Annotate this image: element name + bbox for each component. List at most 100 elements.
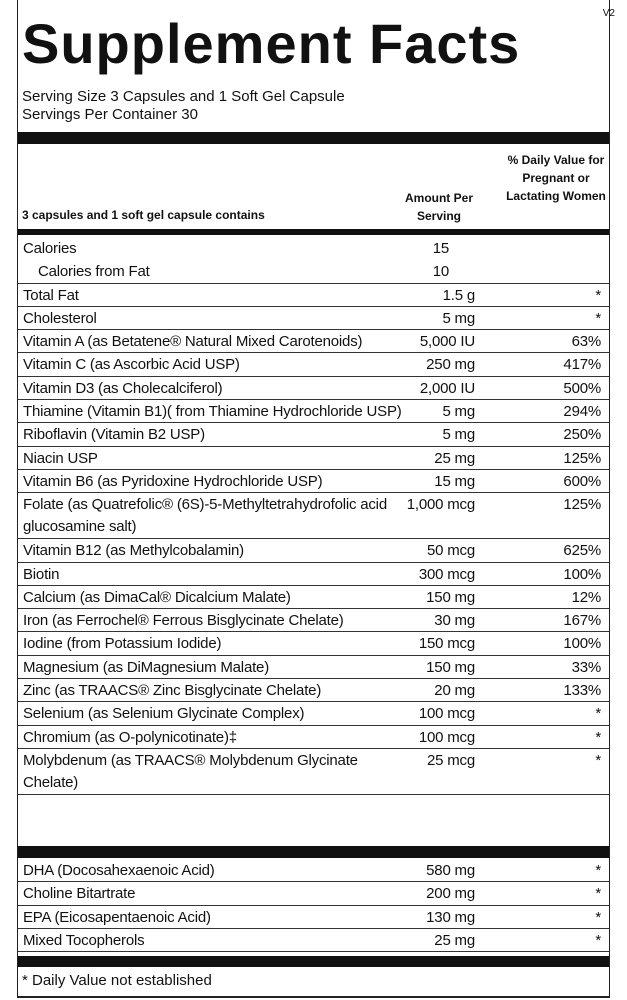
nutrient-name: Choline Bitartrate — [23, 885, 136, 903]
header-daily-value: % Daily Value for Pregnant or Lactating … — [506, 153, 606, 203]
daily-value: 33% — [571, 658, 602, 676]
nutrient-row: Niacin USP 25 mg 125% — [18, 447, 609, 470]
amount: 150 mg — [426, 588, 475, 606]
nutrient-name: Zinc (as TRAACS® Zinc Bisglycinate Chela… — [23, 682, 322, 700]
nutrient-row: Vitamin D3 (as Cholecalciferol) 2,000 IU 5… — [18, 377, 609, 401]
nutrient-row: DHA (Docosahexaenoic Acid) 580 mg * — [18, 859, 609, 883]
daily-value: 125% — [563, 496, 601, 514]
nutrient-row: Selenium (as Selenium Glycinate Complex)… — [18, 702, 609, 726]
nutrient-name: Calories from Fat — [38, 263, 150, 281]
header-contains: 3 capsules and 1 soft gel capsule contai… — [22, 208, 265, 222]
nutrient-name: Iodine (from Potassium Iodide) — [23, 635, 222, 653]
amount: 250 mg — [426, 356, 475, 374]
nutrient-name: Vitamin A (as Betatene® Natural Mixed Ca… — [23, 333, 363, 351]
nutrient-name: Vitamin B6 (as Pyridoxine Hydrochloride … — [23, 472, 323, 490]
amount: 20 mg — [434, 682, 475, 700]
nutrient-name: Selenium (as Selenium Glycinate Complex) — [23, 705, 305, 723]
nutrient-row: Vitamin A (as Betatene® Natural Mixed Ca… — [18, 330, 609, 354]
serving-size: Serving Size 3 Capsules and 1 Soft Gel C… — [22, 88, 345, 105]
daily-value: 417% — [563, 356, 601, 374]
nutrient-name: Iron (as Ferrochel® Ferrous Bisglycinate… — [23, 612, 344, 630]
nutrient-row: Folate (as Quatrefolic® (6S)-5-Methyltet… — [18, 493, 609, 540]
daily-value: * — [595, 751, 601, 769]
nutrient-name: Vitamin B12 (as Methylcobalamin) — [23, 542, 244, 560]
daily-value: 294% — [563, 403, 601, 421]
amount: 2,000 IU — [419, 379, 475, 397]
divider — [18, 229, 609, 235]
nutrient-row: Zinc (as TRAACS® Zinc Bisglycinate Chela… — [18, 679, 609, 703]
divider — [18, 132, 609, 144]
nutrient-name: Vitamin C (as Ascorbic Acid USP) — [23, 356, 240, 374]
nutrient-name: Riboflavin (Vitamin B2 USP) — [23, 426, 205, 444]
nutrient-row: Vitamin B6 (as Pyridoxine Hydrochloride … — [18, 470, 609, 494]
daily-value: * — [595, 728, 601, 746]
divider — [18, 956, 609, 967]
amount: 100 mcg — [418, 728, 475, 746]
version: V2 — [602, 8, 615, 19]
daily-value: * — [595, 908, 601, 926]
daily-value: 133% — [563, 682, 601, 700]
daily-value: 250% — [563, 426, 601, 444]
daily-value: 167% — [563, 612, 601, 630]
nutrient-row: Calcium (as DimaCal® Dicalcium Malate) 15… — [18, 586, 609, 610]
servings-per-container: Servings Per Container 30 — [22, 106, 198, 123]
nutrient-row: Vitamin B12 (as Methylcobalamin) 50 mcg 62… — [18, 539, 609, 563]
daily-value: 125% — [563, 449, 601, 467]
nutrient-name: Thiamine (Vitamin B1)( from Thiamine Hyd… — [23, 403, 402, 421]
nutrient-name: DHA (Docosahexaenoic Acid) — [23, 862, 215, 879]
nutrient-row: EPA (Eicosapentaenoic Acid) 130 mg * — [18, 906, 609, 929]
nutrient-row: Magnesium (as DiMagnesium Malate) 150 mg 3… — [18, 656, 609, 680]
nutrient-name: Vitamin D3 (as Cholecalciferol) — [23, 379, 223, 397]
amount: 5,000 IU — [419, 333, 475, 351]
daily-value: 12% — [571, 588, 602, 606]
amount: 130 mg — [426, 908, 475, 926]
amount: 15 mg — [434, 472, 475, 490]
amount: 1,000 mcg — [406, 496, 475, 514]
daily-value: 100% — [563, 635, 601, 653]
daily-value: 100% — [563, 565, 601, 583]
amount: 5 mg — [442, 309, 475, 327]
nutrient-row: Iodine (from Potassium Iodide) 150 mcg 100… — [18, 632, 609, 656]
daily-value: * — [595, 885, 601, 903]
nutrient-name: Total Fat — [23, 286, 79, 304]
amount: 100 mcg — [418, 705, 475, 723]
amount: 5 mg — [442, 403, 475, 421]
amount: 580 mg — [426, 862, 475, 879]
nutrient-row: Chromium (as O-polynicotinate)‡ 100 mcg * — [18, 726, 609, 749]
amount: 25 mg — [434, 449, 475, 467]
daily-value: 63% — [571, 333, 602, 351]
nutrient-name: Molybdenum (as TRAACS® Molybdenum Glycin… — [23, 751, 358, 791]
amount: 5 mg — [442, 426, 475, 444]
daily-value: * — [595, 705, 601, 723]
nutrient-name: Folate (as Quatrefolic® (6S)-5-Methyltet… — [23, 496, 387, 536]
nutrient-row: Riboflavin (Vitamin B2 USP) 5 mg 250% — [18, 423, 609, 447]
nutrient-name: Niacin USP — [23, 449, 98, 467]
daily-value: 625% — [563, 542, 601, 560]
daily-value: * — [595, 286, 601, 304]
amount: 25 mg — [434, 931, 475, 949]
title: Supplement Facts — [22, 12, 521, 75]
nutrient-row: Choline Bitartrate 200 mg * — [18, 882, 609, 906]
nutrient-name: Chromium (as O-polynicotinate)‡ — [23, 728, 237, 746]
footnote: * Daily Value not established — [22, 972, 212, 989]
nutrient-row: Calories 15 — [18, 237, 609, 260]
amount: 50 mcg — [427, 542, 475, 560]
daily-value: 500% — [563, 379, 601, 397]
nutrient-row: Vitamin C (as Ascorbic Acid USP) 250 mg 41… — [18, 353, 609, 377]
nutrient-row: Cholesterol 5 mg * — [18, 307, 609, 331]
amount: 1.5 g — [442, 286, 476, 304]
nutrient-row: Molybdenum (as TRAACS® Molybdenum Glycin… — [18, 749, 609, 795]
header-amount: Amount Per Serving — [404, 191, 473, 223]
nutrient-row: Mixed Tocopherols 25 mg * — [18, 929, 609, 953]
nutrient-name: Cholesterol — [23, 309, 97, 327]
amount: 10 — [432, 263, 450, 281]
nutrient-name: Magnesium (as DiMagnesium Malate) — [23, 658, 269, 676]
nutrient-name: Calcium (as DimaCal® Dicalcium Malate) — [23, 588, 291, 606]
amount: 300 mcg — [418, 565, 475, 583]
nutrient-name: EPA (Eicosapentaenoic Acid) — [23, 908, 211, 926]
amount: 150 mg — [426, 658, 475, 676]
nutrient-table: DHA (Docosahexaenoic Acid) 580 mg * Choline… — [18, 859, 609, 953]
facts-panel: Supplement Facts Serving Size 3 Capsules… — [17, 0, 610, 998]
nutrient-name: Biotin — [23, 565, 60, 583]
